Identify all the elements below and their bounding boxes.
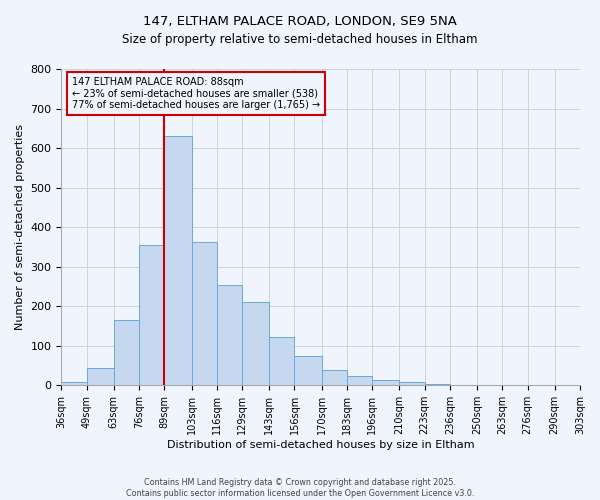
Bar: [242, 302, 269, 386]
Bar: [322, 370, 347, 386]
Bar: [164, 136, 191, 386]
Bar: [400, 382, 425, 386]
Bar: [372, 380, 400, 386]
Text: 147 ELTHAM PALACE ROAD: 88sqm
← 23% of semi-detached houses are smaller (538)
77: 147 ELTHAM PALACE ROAD: 88sqm ← 23% of s…: [72, 77, 320, 110]
Bar: [86, 368, 114, 386]
Text: Size of property relative to semi-detached houses in Eltham: Size of property relative to semi-detach…: [122, 32, 478, 46]
Bar: [295, 356, 322, 386]
Bar: [61, 382, 86, 386]
Y-axis label: Number of semi-detached properties: Number of semi-detached properties: [15, 124, 25, 330]
Bar: [269, 336, 295, 386]
Text: Contains HM Land Registry data © Crown copyright and database right 2025.
Contai: Contains HM Land Registry data © Crown c…: [126, 478, 474, 498]
Bar: [217, 284, 242, 386]
Bar: [114, 320, 139, 386]
Bar: [425, 384, 450, 386]
Text: 147, ELTHAM PALACE ROAD, LONDON, SE9 5NA: 147, ELTHAM PALACE ROAD, LONDON, SE9 5NA: [143, 15, 457, 28]
Bar: [139, 245, 164, 386]
X-axis label: Distribution of semi-detached houses by size in Eltham: Distribution of semi-detached houses by …: [167, 440, 475, 450]
Bar: [347, 376, 372, 386]
Bar: [191, 242, 217, 386]
